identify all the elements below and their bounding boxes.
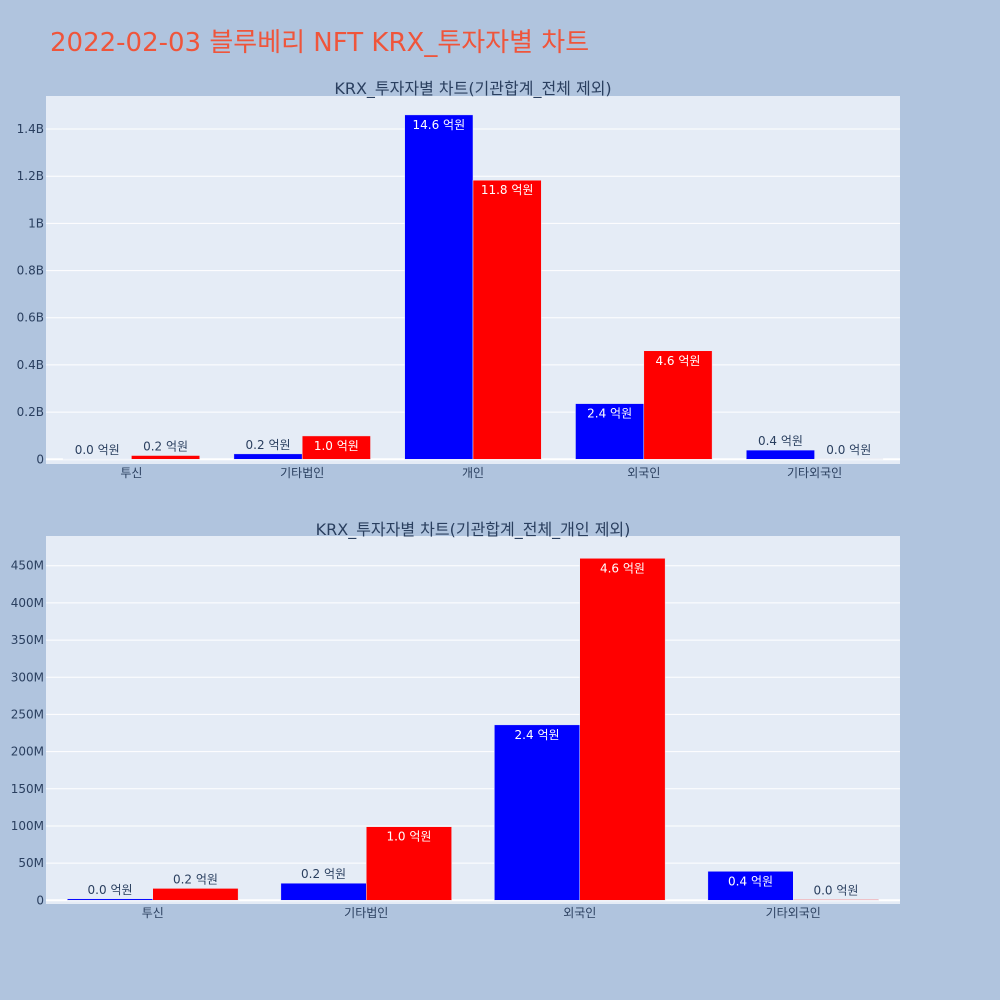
page-title: 2022-02-03 블루베리 NFT KRX_투자자별 차트 [50,28,590,58]
y-tick-label: 1.2B [17,169,44,183]
bar [152,888,239,901]
y-tick-label: 450M [11,559,44,573]
bar [301,435,371,460]
y-tick-label: 400M [11,596,44,610]
x-tick-label: 투신 [142,906,164,920]
chart-title: KRX_투자자별 차트(기관합계_전체 제외) [334,79,611,99]
data-label: 0.0 억원 [88,883,133,897]
bar [404,114,474,460]
data-label: 11.8 억원 [481,183,534,197]
data-label: 0.2 억원 [246,438,291,452]
x-tick-label: 기타법인 [344,906,388,920]
data-label: 4.6 억원 [600,561,645,575]
data-label: 0.4 억원 [728,874,773,888]
bar [814,458,884,460]
chart-title: KRX_투자자별 차트(기관합계_전체_개인 제외) [316,520,631,540]
bar [494,724,581,901]
y-tick-label: 0.6B [17,311,44,325]
bar [472,179,542,460]
y-tick-label: 50M [18,856,44,870]
data-label: 0.4 억원 [758,434,803,448]
data-label: 0.0 억원 [826,443,871,457]
x-tick-label: 기타외국인 [766,906,821,920]
y-tick-label: 0.4B [17,358,44,372]
plot-area [46,536,900,904]
y-tick-label: 0 [36,893,44,907]
data-label: 0.2 억원 [301,867,346,881]
bar [643,350,713,460]
bar [579,558,666,901]
data-label: 0.2 억원 [143,440,188,454]
data-label: 14.6 억원 [413,118,466,132]
bar [793,899,879,901]
bar [233,453,303,460]
chart-2: 0 50M 100M 150M 200M 250M 300M 350M 400M 450M KRX_… [11,520,900,920]
bar [746,449,815,460]
bar [707,871,794,901]
bar [131,455,200,460]
y-tick-label: 0.8B [17,264,44,278]
data-label: 0.0 억원 [75,443,120,457]
y-tick-label: 150M [11,782,44,796]
x-tick-label: 기타법인 [280,466,324,480]
y-tick-label: 0.2B [17,405,44,419]
x-tick-label: 기타외국인 [787,466,842,480]
data-label: 0.2 억원 [173,872,218,886]
data-label: 2.4 억원 [515,728,560,742]
x-tick-label: 외국인 [563,906,596,920]
bar [62,458,132,460]
y-tick-label: 1B [28,216,44,230]
data-label: 1.0 억원 [314,439,359,453]
data-label: 0.0 억원 [813,884,858,898]
y-tick-label: 1.4B [17,122,44,136]
data-label: 1.0 억원 [386,830,431,844]
data-label: 2.4 억원 [587,407,632,421]
y-tick-label: 200M [11,745,44,759]
bar [280,882,367,901]
x-tick-label: 투신 [120,466,142,480]
y-tick-label: 100M [11,819,44,833]
bar [575,403,645,460]
bar [366,826,452,901]
y-tick-label: 250M [11,707,44,721]
y-tick-label: 0 [36,452,44,466]
x-tick-label: 외국인 [627,466,660,480]
chart-1: 0 0.2B 0.4B 0.6B 0.8B 1B 1.2B 1.4B KRX_투자자별 차트(기… [17,79,900,480]
x-tick-label: 개인 [462,466,484,480]
y-tick-label: 300M [11,670,44,684]
y-tick-label: 350M [11,633,44,647]
bar [67,898,153,901]
data-label: 4.6 억원 [655,354,700,368]
